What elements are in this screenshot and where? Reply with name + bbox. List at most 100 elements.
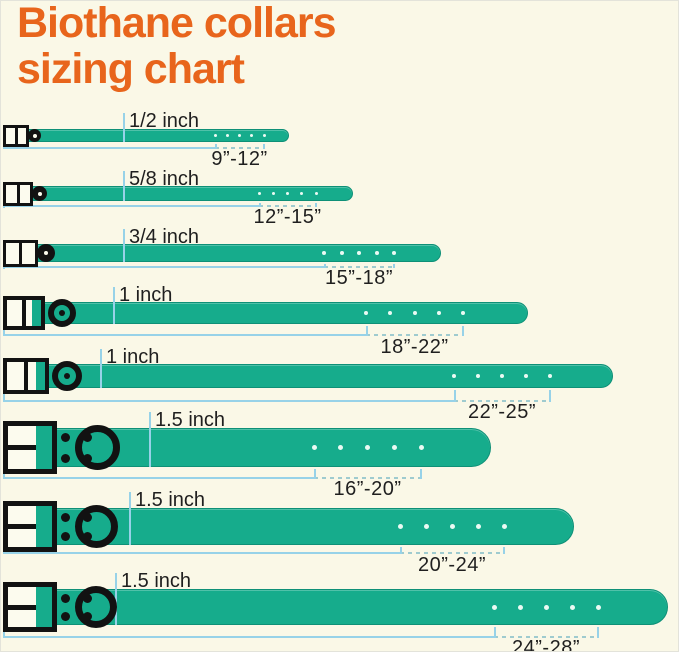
page-title-line1: Biothane collars [17,0,337,47]
buckle-divider [8,445,36,450]
bracket-left-tick [494,627,496,638]
strap-hole [262,134,266,137]
strap-hole [461,311,465,315]
d-ring [75,505,118,548]
size-range-label: 24”-28” [512,637,580,652]
strap-hole [300,192,304,195]
width-label: 1.5 inch [155,409,226,431]
strap-hole [311,445,317,450]
page-title: Biothane collars sizing chart [17,0,337,93]
width-tick-line [123,113,125,142]
bracket-right-tick [503,547,505,554]
strap-hole [357,251,361,255]
strap-hole [501,524,507,529]
width-tick-line [113,287,115,324]
d-ring [75,425,120,470]
strap-hole [322,251,326,255]
bracket-start-tick [3,394,5,402]
bracket-line [3,205,259,207]
bracket-dashed-line [215,147,264,149]
width-label: 1 inch [119,284,173,306]
bracket-line [3,147,215,149]
buckle-rivet [61,454,70,463]
bracket-line [3,636,494,638]
bracket-left-tick [400,547,402,554]
buckle-tongue [36,506,52,547]
size-range-label: 9”-12” [211,148,268,170]
strap-hole [339,251,344,255]
strap-hole [364,311,368,315]
bracket-dashed-line [494,636,598,638]
bracket-start-tick [3,552,5,554]
collar-strap [7,364,613,388]
size-range-label: 16”-20” [333,478,402,500]
strap-hole [338,445,344,450]
bracket-line [3,334,366,336]
collar-strap [7,589,668,625]
bracket-right-tick [263,144,265,149]
bracket-start-tick [3,206,5,208]
bracket-line [3,266,324,268]
bracket-left-tick [259,203,261,207]
strap-hole [314,192,318,195]
bracket-left-tick [454,390,456,402]
strap-hole [517,604,523,610]
bracket-line [3,400,454,402]
d-ring [52,361,82,391]
bracket-right-tick [420,469,422,479]
width-tick-line [149,412,151,467]
width-label: 5/8 inch [129,168,200,190]
width-label: 1.5 inch [135,489,206,511]
size-range-label: 18”-22” [380,336,449,358]
strap-hole [524,374,528,378]
strap-hole [500,374,504,378]
bracket-right-tick [462,326,464,336]
size-range-label: 22”-25” [468,401,536,423]
strap-hole [213,134,217,137]
bracket-right-tick [315,203,317,207]
strap-hole [392,251,396,255]
buckle-rivet [61,594,70,603]
bracket-start-tick [3,147,5,149]
bracket-line [3,552,400,554]
strap-hole [418,445,424,450]
bracket-line [3,477,314,479]
buckle-divider [17,185,20,203]
width-tick-line [123,171,125,201]
bracket-dashed-line [314,477,421,479]
width-tick-line [100,349,102,388]
bracket-right-tick [549,390,551,402]
strap-hole [257,192,261,195]
strap-hole [271,192,275,195]
width-label: 3/4 inch [129,226,200,248]
strap-hole [423,524,429,529]
bracket-left-tick [314,469,316,479]
bracket-start-tick [3,632,5,638]
size-range-label: 12”-15” [253,206,322,228]
strap-hole [412,311,417,315]
width-label: 1 inch [106,346,160,368]
strap-hole [388,311,393,315]
bracket-dashed-line [366,334,463,336]
strap-hole [397,524,403,529]
page-title-line2: sizing chart [17,44,245,93]
strap-hole [250,134,254,137]
buckle-rivet [61,532,70,541]
strap-hole [452,374,456,378]
bracket-dashed-line [454,400,550,402]
buckle-divider [8,524,36,529]
bracket-left-tick [324,264,326,268]
width-label: 1/2 inch [129,110,200,132]
buckle-divider [15,128,18,144]
width-tick-line [129,492,131,545]
strap-hole [374,251,379,255]
d-ring-pin [37,191,42,196]
strap-hole [476,374,480,378]
buckle-divider [8,604,36,610]
buckle-divider [22,300,26,326]
